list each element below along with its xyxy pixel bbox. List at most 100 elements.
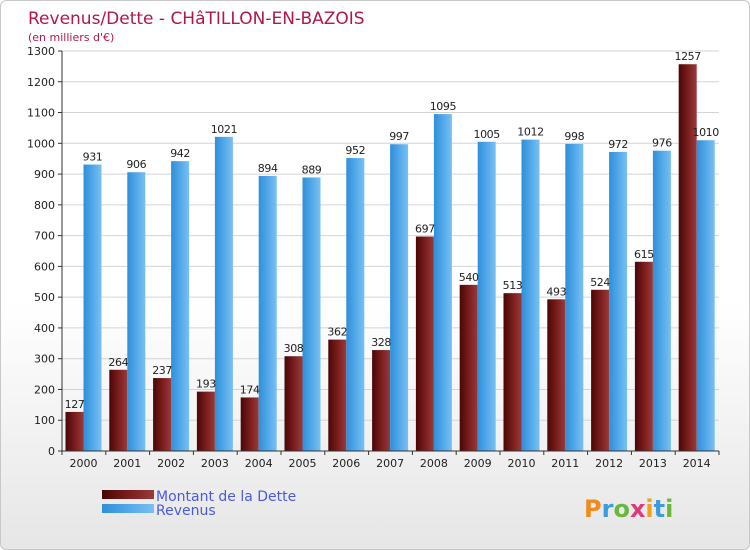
x-tick-label-2001: 2001 [113, 457, 141, 470]
proxiti-logo: Proxiti [584, 495, 673, 523]
bar-debt-2000 [65, 411, 84, 451]
bar-debt-2004 [240, 397, 259, 451]
data-label-debt-2010: 513 [503, 279, 523, 292]
y-tick-label: 300 [34, 353, 55, 366]
bar-revenus-2014 [696, 140, 715, 451]
bar-revenus-2002 [171, 161, 190, 451]
y-tick-label: 200 [34, 383, 55, 396]
x-tick-label-2003: 2003 [201, 457, 229, 470]
data-label-debt-2002: 237 [152, 364, 172, 377]
data-label-revenus-2011: 998 [564, 130, 584, 143]
bar-revenus-2009 [477, 141, 496, 451]
y-tick-label: 1300 [27, 45, 55, 58]
bar-revenus-2003 [214, 136, 233, 451]
y-tick-label: 700 [34, 230, 55, 243]
data-label-debt-2012: 524 [590, 276, 610, 289]
bar-revenus-2005 [302, 177, 321, 451]
legend-swatch-debt [102, 490, 154, 499]
data-label-revenus-2004: 894 [258, 162, 278, 175]
chart-title: Revenus/Dette - CHâTILLON-EN-BAZOIS [28, 9, 365, 29]
bar-revenus-2000 [83, 164, 102, 452]
y-tick-label: 1000 [27, 137, 55, 150]
x-tick-label-2014: 2014 [683, 457, 711, 470]
x-tick-label-2009: 2009 [464, 457, 492, 470]
legend: Montant de la Dette Revenus [102, 489, 296, 519]
data-label-revenus-2009: 1005 [473, 128, 500, 141]
bar-debt-2008 [415, 236, 434, 451]
bar-revenus-2004 [258, 175, 277, 451]
bar-debt-2011 [547, 299, 566, 451]
y-axis-ticks: 0 100 200 300 400 500 600 700 800 900 1000 1100 1200… [27, 45, 62, 458]
y-tick-label: 500 [34, 291, 55, 304]
y-tick-label: 400 [34, 322, 55, 335]
bar-revenus-2012 [609, 151, 628, 451]
x-tick-label-2002: 2002 [157, 457, 185, 470]
x-tick-label-2007: 2007 [376, 457, 404, 470]
bar-revenus-2010 [521, 139, 540, 451]
x-tick-label-2008: 2008 [420, 457, 448, 470]
data-label-revenus-2000: 931 [83, 151, 103, 164]
legend-label-debt: Montant de la Dette [156, 489, 296, 505]
y-tick-label: 800 [34, 199, 55, 212]
data-label-revenus-2005: 889 [302, 163, 322, 176]
data-label-debt-2000: 127 [65, 398, 85, 411]
y-tick-label: 1200 [27, 76, 55, 89]
y-tick-label: 900 [34, 168, 55, 181]
data-label-debt-2006: 362 [327, 326, 347, 339]
data-label-debt-2007: 328 [371, 336, 391, 349]
bar-debt-2001 [109, 369, 128, 451]
y-tick-label: 1100 [27, 107, 55, 120]
legend-swatch-revenus [102, 504, 154, 513]
bar-debt-2014 [678, 64, 697, 451]
data-label-debt-2008: 697 [415, 223, 435, 236]
data-label-debt-2004: 174 [240, 383, 260, 396]
y-tick-label: 600 [34, 260, 55, 273]
x-tick-label-2006: 2006 [332, 457, 360, 470]
bar-debt-2006 [328, 339, 347, 451]
bar-revenus-2008 [433, 114, 452, 452]
data-label-debt-2013: 615 [634, 248, 654, 261]
bar-revenus-2007 [390, 144, 409, 451]
data-label-debt-2003: 193 [196, 378, 216, 391]
bar-revenus-2013 [652, 150, 671, 451]
data-label-debt-2005: 308 [284, 342, 304, 355]
bar-revenus-2001 [127, 172, 146, 451]
bar-debt-2002 [153, 378, 172, 451]
bar-debt-2003 [196, 391, 215, 451]
data-label-revenus-2013: 976 [652, 137, 672, 150]
data-label-revenus-2003: 1021 [211, 123, 237, 136]
x-axis-ticks: 2000 2001 2002 2003 2004 2005 2006 2007 2008 2009… [61, 451, 720, 470]
data-label-revenus-2008: 1095 [430, 100, 457, 113]
x-tick-label-2013: 2013 [639, 457, 667, 470]
bar-revenus-2011 [565, 143, 584, 451]
bar-debt-2010 [503, 293, 522, 451]
bar-debt-2007 [372, 350, 391, 451]
data-label-revenus-2010: 1012 [517, 126, 543, 139]
legend-label-revenus: Revenus [156, 503, 216, 519]
x-tick-label-2012: 2012 [595, 457, 623, 470]
bar-debt-2005 [284, 356, 303, 451]
logo-text-p1: Proxiti [584, 495, 673, 523]
x-tick-label-2005: 2005 [289, 457, 317, 470]
data-label-debt-2014: 1257 [674, 50, 701, 63]
data-label-debt-2009: 540 [459, 271, 479, 284]
y-tick-label: 100 [34, 414, 55, 427]
x-tick-label-2004: 2004 [245, 457, 273, 470]
data-label-debt-2001: 264 [108, 356, 128, 369]
bar-debt-2009 [459, 284, 478, 451]
data-label-debt-2011: 493 [546, 285, 566, 298]
data-label-revenus-2006: 952 [345, 144, 365, 157]
bar-debt-2013 [634, 261, 653, 451]
data-labels: 127 931 264 906 237 942 193 1021 174 894 308 889 362… [65, 50, 720, 411]
data-label-revenus-2012: 972 [608, 138, 628, 151]
chart-subtitle: (en milliers d'€) [28, 31, 114, 44]
data-label-revenus-2007: 997 [389, 130, 409, 143]
x-tick-label-2011: 2011 [551, 457, 579, 470]
bar-debt-2012 [591, 289, 610, 451]
bar-revenus-2006 [346, 158, 365, 452]
data-label-revenus-2001: 906 [126, 158, 146, 171]
data-label-revenus-2014: 1010 [692, 126, 719, 139]
y-tick-label: 0 [48, 445, 55, 458]
